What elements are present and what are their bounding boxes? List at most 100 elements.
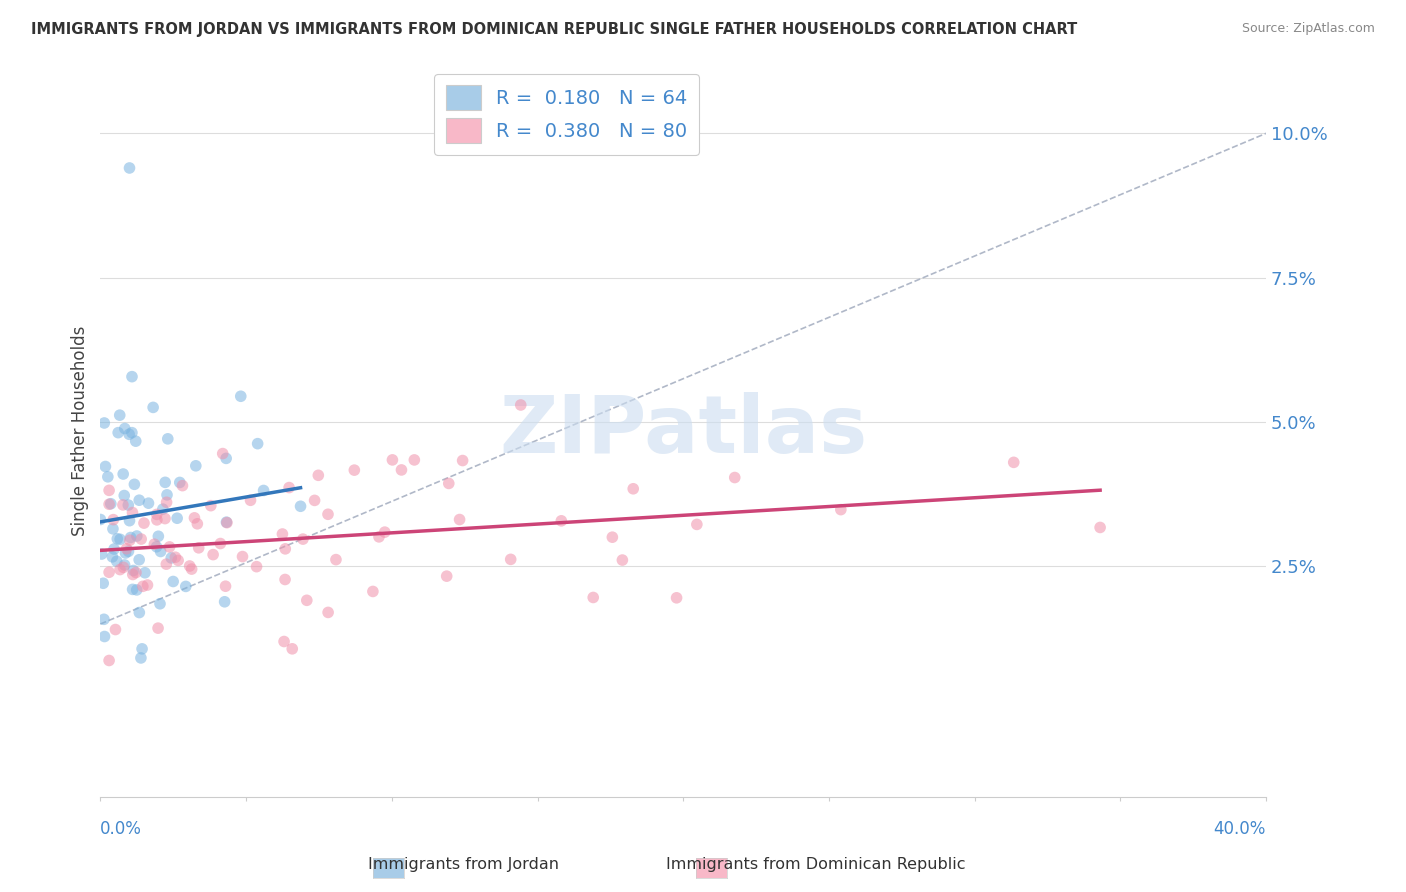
Text: 0.0%: 0.0%: [100, 821, 142, 838]
Point: [122, 564, 145, 578]
Point: [325, 552, 347, 566]
Point: [146, 621, 169, 635]
Point: [112, 467, 135, 481]
Point: [128, 606, 150, 620]
Point: [114, 421, 136, 435]
Point: [132, 579, 155, 593]
Y-axis label: Single Father Households: Single Father Households: [72, 326, 89, 536]
Point: [98, 566, 121, 580]
Point: [114, 558, 136, 572]
Point: [200, 499, 222, 513]
Point: [104, 623, 127, 637]
Legend: R =  0.180   N = 64, R =  0.380   N = 80: R = 0.180 N = 64, R = 0.380 N = 80: [434, 74, 699, 155]
Point: [101, 522, 124, 536]
Point: [316, 606, 339, 620]
Point: [98, 653, 121, 667]
Point: [93, 630, 115, 644]
Point: [136, 578, 159, 592]
Point: [156, 488, 179, 502]
Point: [118, 427, 141, 442]
Point: [142, 401, 165, 415]
Point: [278, 481, 301, 495]
Point: [509, 398, 531, 412]
Point: [153, 511, 176, 525]
Point: [129, 532, 152, 546]
Point: [112, 560, 135, 574]
Point: [112, 489, 135, 503]
Point: [146, 513, 169, 527]
Point: [93, 416, 115, 430]
Point: [91, 576, 114, 591]
Point: [93, 612, 115, 626]
Point: [103, 542, 125, 557]
Point: [156, 432, 179, 446]
Point: [115, 541, 138, 556]
Point: [307, 468, 329, 483]
Point: [143, 537, 166, 551]
Point: [231, 549, 253, 564]
Point: [118, 161, 141, 175]
Point: [180, 562, 202, 576]
Point: [274, 541, 297, 556]
Point: [114, 546, 136, 560]
Point: [436, 569, 458, 583]
Point: [103, 513, 125, 527]
Point: [166, 511, 188, 525]
Point: [132, 516, 155, 530]
Point: [271, 527, 294, 541]
Point: [145, 540, 167, 554]
Point: [128, 553, 150, 567]
Point: [209, 536, 232, 550]
Point: [437, 476, 460, 491]
Point: [602, 530, 624, 544]
Point: [252, 483, 274, 498]
Point: [108, 563, 131, 577]
Point: [125, 529, 148, 543]
Point: [118, 514, 141, 528]
Text: IMMIGRANTS FROM JORDAN VS IMMIGRANTS FROM DOMINICAN REPUBLIC SINGLE FATHER HOUSE: IMMIGRANTS FROM JORDAN VS IMMIGRANTS FRO…: [31, 22, 1077, 37]
Point: [381, 453, 404, 467]
Point: [582, 591, 605, 605]
Point: [121, 567, 143, 582]
Point: [368, 530, 391, 544]
Point: [404, 453, 426, 467]
Text: Source: ZipAtlas.com: Source: ZipAtlas.com: [1241, 22, 1375, 36]
Point: [94, 459, 117, 474]
Point: [138, 496, 160, 510]
Point: [316, 508, 339, 522]
Point: [117, 498, 139, 512]
Point: [90, 547, 112, 561]
Point: [128, 493, 150, 508]
Point: [105, 554, 128, 568]
Point: [343, 463, 366, 477]
Point: [179, 559, 201, 574]
Point: [124, 477, 146, 491]
Point: [121, 506, 143, 520]
Point: [273, 634, 295, 648]
Point: [155, 557, 177, 571]
Point: [211, 446, 233, 460]
Point: [125, 582, 148, 597]
Point: [121, 425, 143, 440]
Point: [274, 573, 297, 587]
Point: [121, 582, 143, 597]
Point: [183, 511, 205, 525]
Point: [215, 516, 238, 530]
Point: [295, 593, 318, 607]
Point: [550, 514, 572, 528]
Point: [120, 531, 142, 545]
Point: [167, 553, 190, 567]
Point: [187, 541, 209, 555]
Point: [108, 408, 131, 422]
Point: [108, 533, 131, 547]
Point: [391, 463, 413, 477]
Point: [686, 517, 709, 532]
Point: [451, 453, 474, 467]
Point: [215, 515, 238, 529]
Point: [149, 597, 172, 611]
Point: [724, 470, 747, 484]
Point: [174, 579, 197, 593]
Point: [89, 512, 111, 526]
Point: [152, 502, 174, 516]
Point: [214, 579, 236, 593]
